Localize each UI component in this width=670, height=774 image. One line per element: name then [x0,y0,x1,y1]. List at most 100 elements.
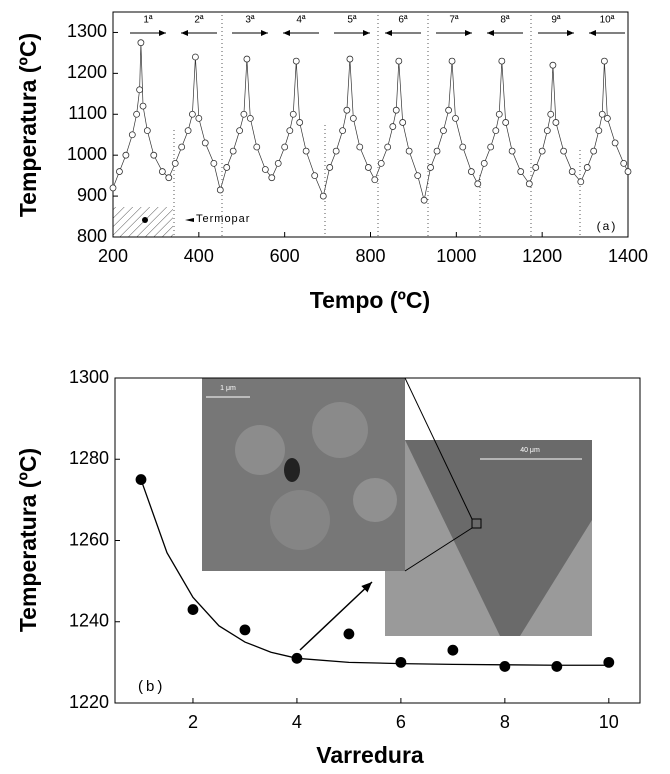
data-point [178,143,186,151]
data-point [332,147,340,155]
data-point [604,114,611,122]
x-tick-label: 8 [500,712,510,732]
data-point [499,661,511,672]
data-point [517,168,525,175]
data-point [395,656,407,668]
data-point [133,110,141,118]
data-point [624,168,632,175]
cycle-label: 4ª [296,15,306,26]
data-point [495,110,503,118]
data-point [122,151,130,159]
x-tick-label: 1400 [608,246,648,266]
data-point [552,119,560,126]
data-point [560,147,568,155]
chart-a: Termopar (a) 200 400 600 800 1000 1200 1400 800… [15,11,648,313]
y-tick-label: 900 [77,185,107,205]
data-point [171,159,179,167]
data-point [150,151,158,159]
data-point [445,106,453,114]
data-point [508,147,516,155]
data-point [188,110,196,118]
data-point [343,106,351,114]
grain [270,490,330,550]
plot-frame [112,11,629,238]
panel-label: (a) [597,219,618,233]
y-tick-label: 1300 [69,367,109,387]
cycle-label: 5ª [347,15,357,26]
data-point [136,86,144,94]
data-point [239,624,251,636]
data-point [246,114,254,122]
data-point [143,127,151,135]
data-point [440,127,447,135]
data-point [184,127,192,135]
data-point [480,159,488,167]
data-point [229,147,237,155]
x-tick-label: 2 [188,712,198,732]
data-point [339,127,347,135]
data-point [319,192,327,200]
thermocouple-dot [142,217,148,223]
data-point [187,604,199,615]
data-point [343,628,355,640]
pointer-arrow [299,581,373,651]
y-tick-label: 800 [77,226,107,246]
cycle-label: 2ª [194,15,204,26]
data-point [139,102,147,110]
data-point [195,114,203,122]
cycle-dividers [173,15,581,237]
x-tick-label: 10 [599,712,619,732]
data-point [216,186,224,194]
data-point [389,123,397,130]
data-point [492,127,500,135]
zoom-line [404,527,473,572]
y-tick-label: 1260 [69,529,109,549]
y-tick-label: 1240 [69,611,109,631]
data-point [281,143,289,151]
data-point [620,159,628,167]
data-point [289,110,297,118]
data-point [377,159,385,167]
data-point [311,172,319,180]
cycle-label: 3ª [245,15,255,26]
data-point [467,168,475,175]
x-tick-label: 1000 [436,246,476,266]
data-point [364,164,372,171]
data-point [538,147,546,155]
data-point [210,159,218,167]
data-point [543,127,551,135]
x-axis-title: Tempo (ºC) [310,287,430,313]
data-point [414,172,422,180]
grain [312,402,368,458]
data-point [577,178,585,186]
data-point [392,106,400,114]
y-tick-label: 1220 [69,692,109,712]
data-point [395,57,403,65]
data-point [399,119,407,126]
grain [235,425,285,475]
y-tick-label: 1300 [67,21,107,41]
cycle-label: 1ª [143,15,153,26]
data-point [158,168,166,175]
x-tick-label: 800 [355,246,385,266]
y-tick-label: 1200 [67,62,107,82]
data-point [498,57,506,65]
data-point [447,644,459,656]
data-point [296,119,304,126]
data-point [405,147,413,155]
data-point [349,114,357,122]
panel-label: (b) [138,678,165,695]
data-point [452,114,459,122]
x-tick-label: 400 [184,246,214,266]
data-point [448,57,456,65]
legend-arrow [185,218,194,222]
x-tick-label: 200 [98,246,128,266]
x-tick-label: 4 [292,712,302,732]
zoom-line [404,377,473,520]
data-point [487,143,495,151]
data-point [223,164,231,171]
y-tick-label: 1100 [68,103,107,123]
scale-label: 1 μm [220,385,236,392]
cycle-label: 8ª [500,15,510,26]
data-point [253,143,261,151]
